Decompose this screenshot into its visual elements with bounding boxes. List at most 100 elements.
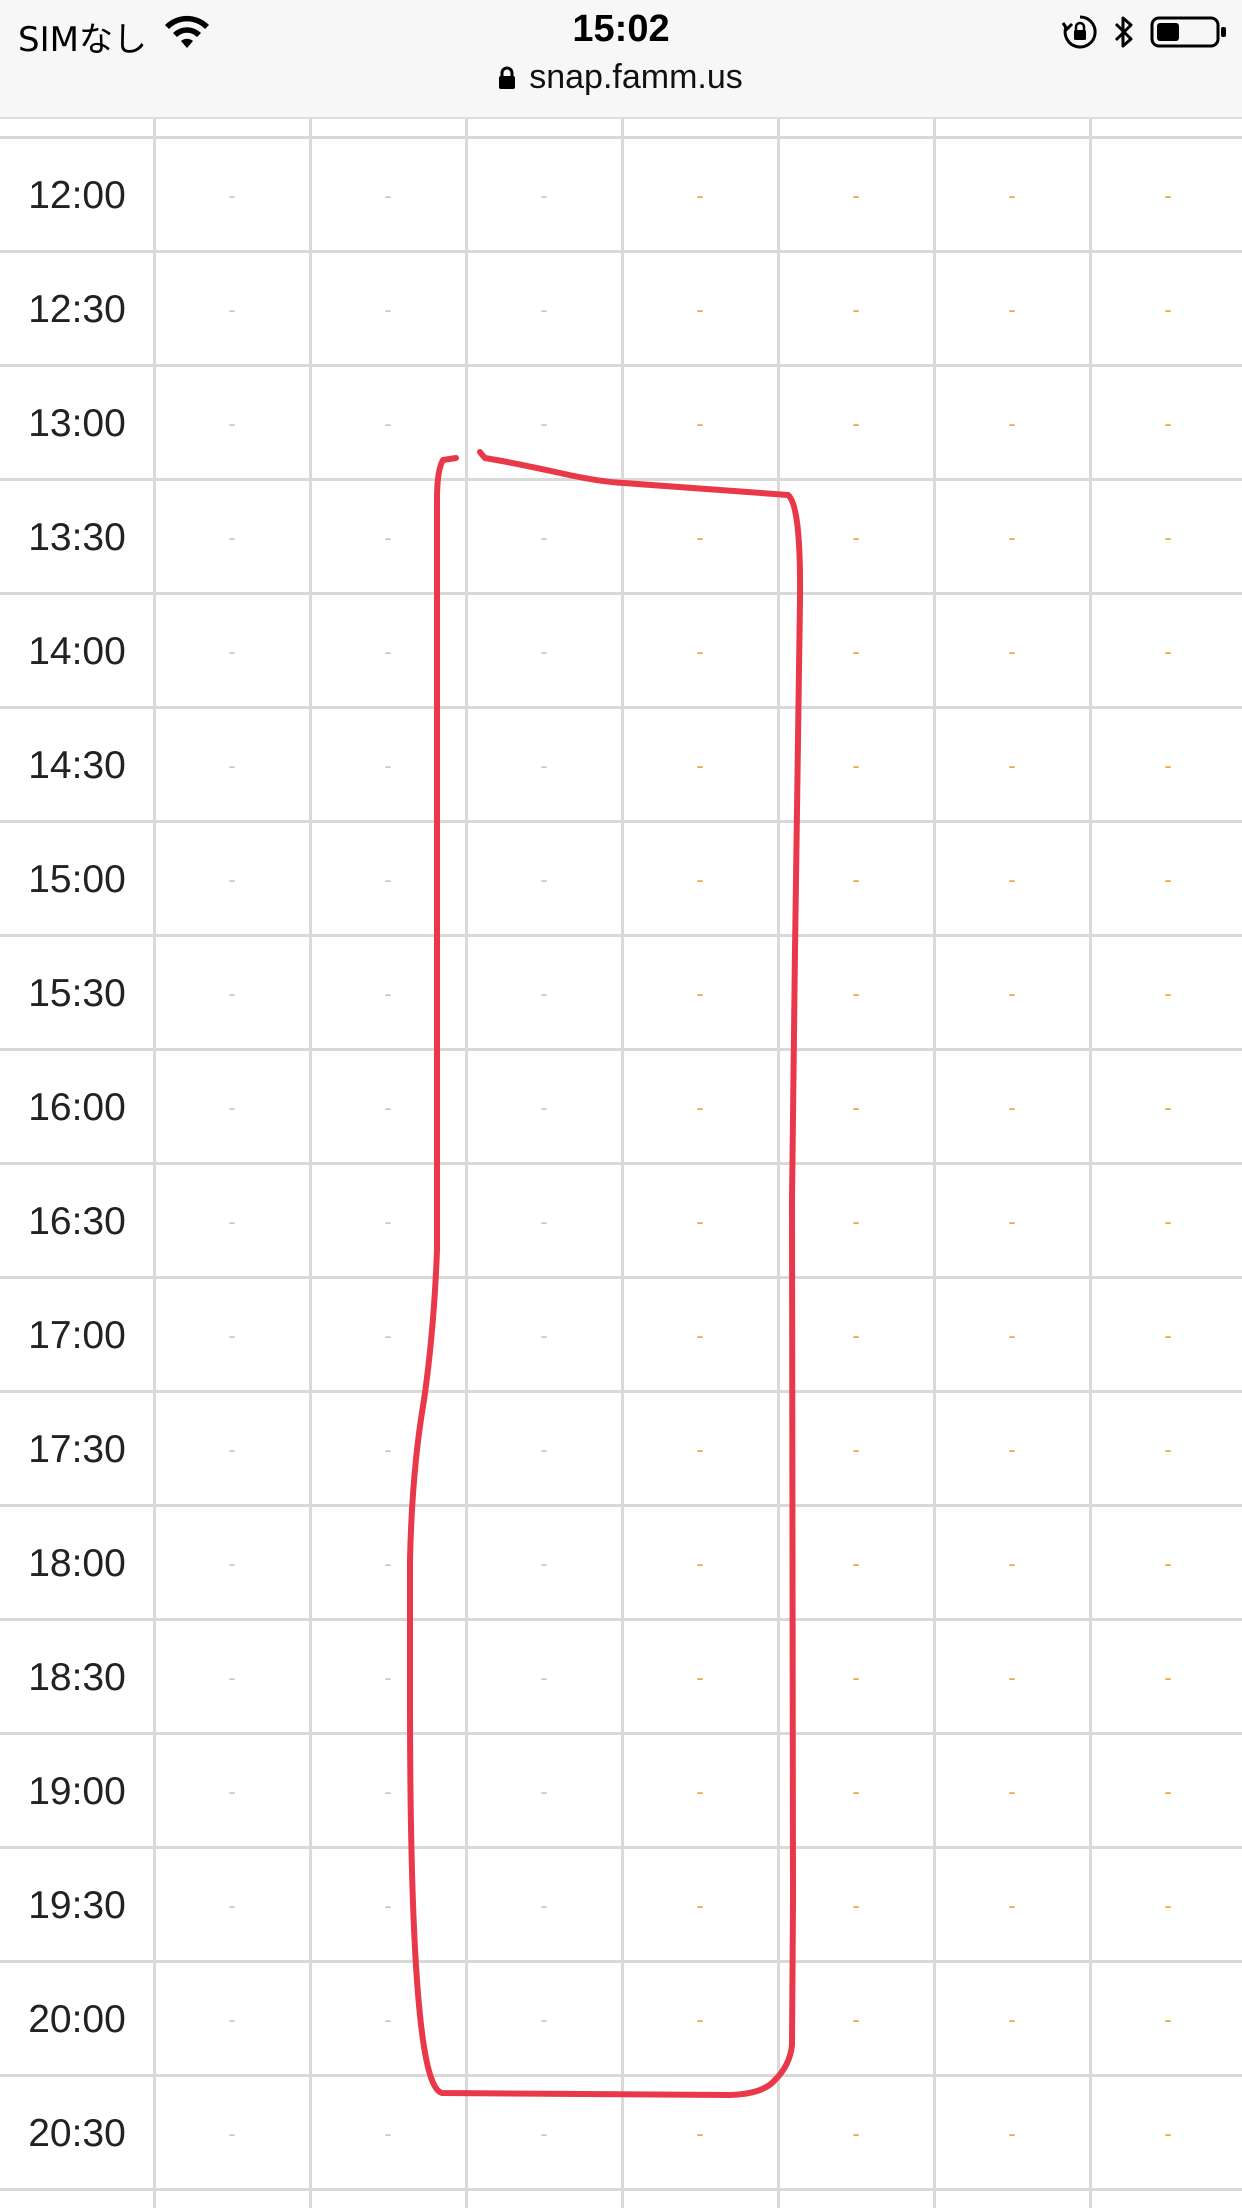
slot-cell[interactable]: - (1164, 753, 1172, 778)
slot-cell[interactable]: - (1008, 411, 1016, 436)
slot-cell[interactable]: - (1164, 2121, 1172, 2146)
slot-cell[interactable]: - (540, 1323, 548, 1348)
slot-cell[interactable]: - (696, 1095, 704, 1120)
slot-cell[interactable]: - (384, 753, 392, 778)
slot-cell[interactable]: - (1008, 183, 1016, 208)
slot-cell[interactable]: - (384, 2007, 392, 2032)
slot-cell[interactable]: - (1164, 1209, 1172, 1234)
slot-cell[interactable]: - (852, 1323, 860, 1348)
slot-cell[interactable]: - (696, 297, 704, 322)
slot-cell[interactable]: - (696, 1665, 704, 1690)
slot-cell[interactable]: - (852, 2007, 860, 2032)
slot-cell[interactable]: - (384, 297, 392, 322)
slot-cell[interactable]: - (228, 1437, 236, 1462)
slot-cell[interactable]: - (1164, 1893, 1172, 1918)
slot-cell[interactable]: - (228, 1095, 236, 1120)
slot-cell[interactable]: - (384, 639, 392, 664)
slot-cell[interactable]: - (696, 639, 704, 664)
slot-cell[interactable]: - (384, 1209, 392, 1234)
slot-cell[interactable]: - (540, 1209, 548, 1234)
slot-cell[interactable]: - (696, 1323, 704, 1348)
slot-cell[interactable]: - (540, 2121, 548, 2146)
slot-cell[interactable]: - (384, 2121, 392, 2146)
slot-cell[interactable]: - (1008, 1209, 1016, 1234)
slot-cell[interactable]: - (852, 1893, 860, 1918)
slot-cell[interactable]: - (228, 2121, 236, 2146)
slot-cell[interactable]: - (540, 525, 548, 550)
slot-cell[interactable]: - (228, 411, 236, 436)
slot-cell[interactable]: - (696, 411, 704, 436)
slot-cell[interactable]: - (1164, 867, 1172, 892)
slot-cell[interactable]: - (1164, 297, 1172, 322)
slot-cell[interactable]: - (852, 183, 860, 208)
slot-cell[interactable]: - (540, 1665, 548, 1690)
slot-cell[interactable]: - (540, 981, 548, 1006)
slot-cell[interactable]: - (228, 753, 236, 778)
slot-cell[interactable]: - (1164, 1323, 1172, 1348)
slot-cell[interactable]: - (228, 1209, 236, 1234)
slot-cell[interactable]: - (852, 981, 860, 1006)
slot-cell[interactable]: - (1008, 1893, 1016, 1918)
slot-cell[interactable]: - (1164, 525, 1172, 550)
slot-cell[interactable]: - (540, 1551, 548, 1576)
slot-cell[interactable]: - (228, 2007, 236, 2032)
slot-cell[interactable]: - (852, 1209, 860, 1234)
slot-cell[interactable]: - (228, 1323, 236, 1348)
slot-cell[interactable]: - (696, 1437, 704, 1462)
slot-cell[interactable]: - (384, 183, 392, 208)
slot-cell[interactable]: - (1164, 639, 1172, 664)
slot-cell[interactable]: - (228, 1665, 236, 1690)
slot-cell[interactable]: - (540, 1779, 548, 1804)
slot-cell[interactable]: - (384, 411, 392, 436)
slot-cell[interactable]: - (1008, 2121, 1016, 2146)
slot-cell[interactable]: - (228, 867, 236, 892)
slot-cell[interactable]: - (540, 1893, 548, 1918)
slot-cell[interactable]: - (852, 867, 860, 892)
slot-cell[interactable]: - (228, 183, 236, 208)
slot-cell[interactable]: - (1008, 981, 1016, 1006)
slot-cell[interactable]: - (1164, 1437, 1172, 1462)
slot-cell[interactable]: - (1164, 981, 1172, 1006)
slot-cell[interactable]: - (228, 639, 236, 664)
slot-cell[interactable]: - (852, 1095, 860, 1120)
slot-cell[interactable]: - (384, 1779, 392, 1804)
slot-cell[interactable]: - (852, 1779, 860, 1804)
slot-cell[interactable]: - (384, 867, 392, 892)
slot-cell[interactable]: - (1008, 1665, 1016, 1690)
slot-cell[interactable]: - (1008, 2007, 1016, 2032)
address-bar[interactable]: snap.famm.us (0, 58, 1242, 97)
slot-cell[interactable]: - (228, 1893, 236, 1918)
slot-cell[interactable]: - (1164, 411, 1172, 436)
slot-cell[interactable]: - (852, 753, 860, 778)
slot-cell[interactable]: - (228, 1779, 236, 1804)
slot-cell[interactable]: - (1008, 1437, 1016, 1462)
slot-cell[interactable]: - (540, 639, 548, 664)
slot-cell[interactable]: - (384, 525, 392, 550)
slot-cell[interactable]: - (1008, 297, 1016, 322)
slot-cell[interactable]: - (228, 297, 236, 322)
slot-cell[interactable]: - (696, 867, 704, 892)
slot-cell[interactable]: - (1164, 1665, 1172, 1690)
slot-cell[interactable]: - (1008, 639, 1016, 664)
slot-cell[interactable]: - (1008, 753, 1016, 778)
slot-cell[interactable]: - (540, 867, 548, 892)
slot-cell[interactable]: - (384, 1437, 392, 1462)
slot-cell[interactable]: - (852, 411, 860, 436)
slot-cell[interactable]: - (852, 1665, 860, 1690)
slot-cell[interactable]: - (540, 753, 548, 778)
slot-cell[interactable]: - (1008, 1779, 1016, 1804)
slot-cell[interactable]: - (1164, 2007, 1172, 2032)
slot-cell[interactable]: - (1008, 1551, 1016, 1576)
slot-cell[interactable]: - (852, 2121, 860, 2146)
slot-cell[interactable]: - (696, 183, 704, 208)
slot-cell[interactable]: - (852, 525, 860, 550)
slot-cell[interactable]: - (696, 1551, 704, 1576)
slot-cell[interactable]: - (1164, 183, 1172, 208)
slot-cell[interactable]: - (852, 1551, 860, 1576)
slot-cell[interactable]: - (696, 2007, 704, 2032)
slot-cell[interactable]: - (1008, 1095, 1016, 1120)
slot-cell[interactable]: - (852, 639, 860, 664)
slot-cell[interactable]: - (1164, 1095, 1172, 1120)
slot-cell[interactable]: - (384, 1665, 392, 1690)
slot-cell[interactable]: - (540, 297, 548, 322)
